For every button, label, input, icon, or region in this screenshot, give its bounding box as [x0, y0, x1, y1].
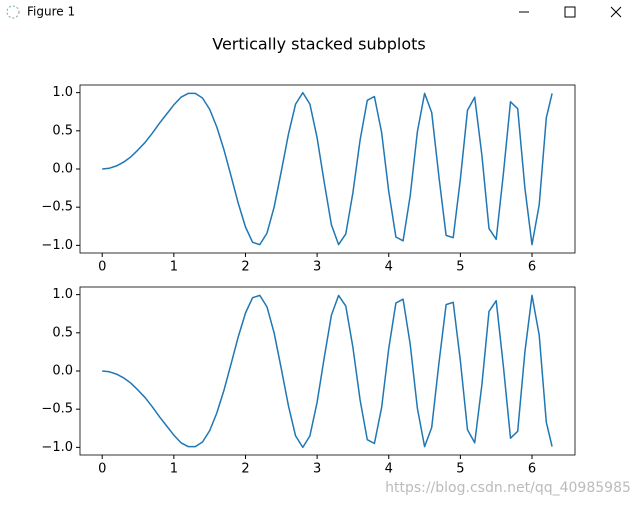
x-tick-label: 2	[241, 462, 249, 477]
x-tick-label: 6	[528, 260, 536, 275]
x-tick-label: 3	[313, 462, 321, 477]
line	[102, 91, 553, 246]
watermark: https://blog.csdn.net/qq_40985985	[385, 480, 631, 496]
x-tick-label: 4	[385, 462, 393, 477]
y-tick-label: −0.5	[41, 402, 73, 417]
x-tick-label: 1	[170, 260, 178, 275]
y-tick-label: 0.5	[52, 325, 73, 340]
y-tick-label: 0.5	[52, 123, 73, 138]
x-tick-label: 3	[313, 260, 321, 275]
x-tick-label: 0	[98, 260, 106, 275]
y-tick-label: 0.0	[52, 162, 73, 177]
x-tick-label: 6	[528, 462, 536, 477]
y-tick-label: 0.0	[52, 364, 73, 379]
title-bar: Figure 1	[6, 5, 622, 19]
x-tick-label: 2	[241, 260, 249, 275]
y-tick-label: −0.5	[41, 200, 73, 215]
x-tick-label: 5	[456, 462, 464, 477]
x-tick-label: 0	[98, 462, 106, 477]
x-tick-label: 5	[456, 260, 464, 275]
window-title: Figure 1	[27, 5, 75, 19]
x-tick-label: 4	[385, 260, 393, 275]
x-tick-label: 1	[170, 462, 178, 477]
y-tick-label: −1.0	[41, 238, 73, 253]
maximize-button[interactable]	[564, 6, 576, 18]
figure-title: Vertically stacked subplots	[212, 35, 426, 54]
y-tick-label: 1.0	[52, 287, 73, 302]
close-button[interactable]	[610, 6, 622, 18]
y-tick-label: 1.0	[52, 85, 73, 100]
line	[102, 294, 553, 449]
app-icon	[6, 5, 20, 19]
y-tick-label: −1.0	[41, 440, 73, 455]
